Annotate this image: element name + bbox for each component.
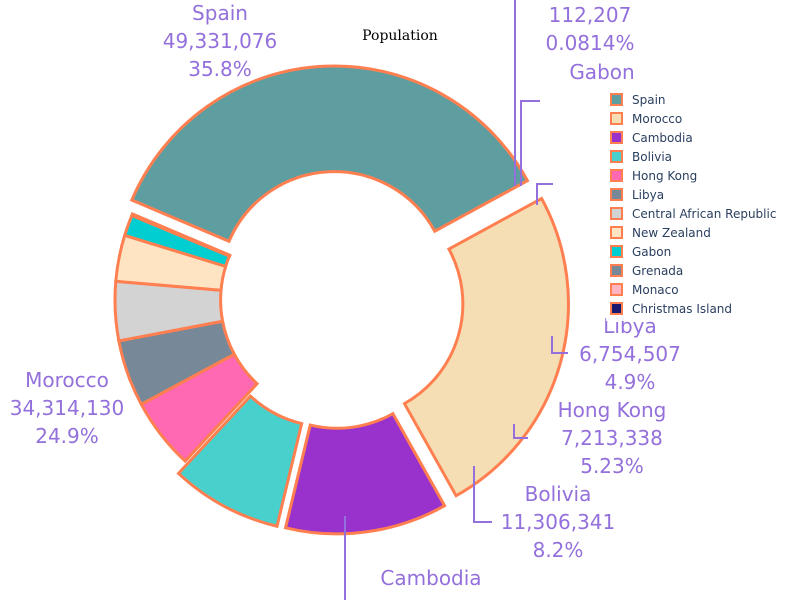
callout-libya-percent: 4.9% (605, 370, 656, 394)
legend-swatch-hong-kong[interactable] (610, 169, 623, 182)
callout-small-slice-percent: 0.0814% (546, 31, 635, 55)
callout-spain-percent: 35.8% (188, 57, 252, 81)
legend-swatch-central-african-republic[interactable] (610, 207, 623, 220)
leader-libya (551, 336, 568, 354)
legend-swatch-morocco[interactable] (610, 112, 623, 125)
callout-libya-value: 6,754,507 (579, 342, 681, 366)
leader-small-0 (520, 100, 540, 186)
legend-swatch-libya[interactable] (610, 188, 623, 201)
callout-morocco-label: Morocco (25, 368, 109, 392)
callout-bolivia-label: Bolivia (525, 482, 592, 506)
legend-swatch-monaco[interactable] (610, 283, 623, 296)
callout-spain-label: Spain (192, 1, 248, 25)
legend-swatch-christmas-island[interactable] (610, 302, 623, 315)
legend-swatch-new-zealand[interactable] (610, 226, 623, 239)
leader-hong-kong (513, 424, 528, 439)
callout-hong-kong-label: Hong Kong (558, 398, 667, 422)
legend-item-new-zealand[interactable]: New Zealand (632, 226, 711, 240)
slice-cambodia (283, 411, 447, 536)
legend-item-gabon[interactable]: Gabon (632, 245, 671, 259)
legend-item-hong-kong[interactable]: Hong Kong (632, 169, 697, 183)
slice-bolivia (176, 393, 304, 529)
slice-morocco (402, 196, 570, 498)
slices-group (113, 64, 570, 536)
legend-item-central-african-republic[interactable]: Central African Republic (632, 207, 776, 221)
leader-bolivia (473, 466, 492, 523)
legend-item-cambodia[interactable]: Cambodia (632, 131, 693, 145)
callout-morocco-percent: 24.9% (35, 424, 99, 448)
slice-christmas-island (130, 212, 232, 258)
legend-item-bolivia[interactable]: Bolivia (632, 150, 672, 164)
legend-swatch-grenada[interactable] (610, 264, 623, 277)
slice-spain (129, 64, 530, 244)
outside-labels-group: Spain 49,331,076 35.8% Morocco 34,314,130 24.… (10, 1, 681, 590)
callout-bolivia-value: 11,306,341 (501, 510, 616, 534)
legend-item-libya[interactable]: Libya (632, 188, 664, 202)
callout-spain-value: 49,331,076 (163, 29, 278, 53)
callout-cambodia-label: Cambodia (380, 566, 481, 590)
legend-item-monaco[interactable]: Monaco (632, 283, 679, 297)
legend-item-grenada[interactable]: Grenada (632, 264, 683, 278)
legend-swatch-gabon[interactable] (610, 245, 623, 258)
callout-gabon-label: Gabon (569, 60, 634, 84)
legend-background (606, 85, 794, 321)
leader-lines-group (344, 0, 568, 600)
callout-hong-kong-value: 7,213,338 (561, 426, 663, 450)
chart-title: Population (362, 28, 438, 44)
legend-item-spain[interactable]: Spain (632, 93, 666, 107)
legend-swatch-bolivia[interactable] (610, 150, 623, 163)
legend-item-christmas-island[interactable]: Christmas Island (632, 302, 732, 316)
legend-item-morocco[interactable]: Morocco (632, 112, 682, 126)
leader-small-1 (536, 183, 553, 205)
callout-bolivia-percent: 8.2% (533, 538, 584, 562)
legend: Spain Morocco Cambodia Bolivia Hong Kong Liby… (606, 85, 794, 321)
legend-swatch-cambodia[interactable] (610, 131, 623, 144)
callout-hong-kong-percent: 5.23% (580, 454, 644, 478)
callout-small-slice-value: 112,207 (549, 3, 632, 27)
legend-swatch-spain[interactable] (610, 93, 623, 106)
callout-morocco-value: 34,314,130 (10, 396, 125, 420)
